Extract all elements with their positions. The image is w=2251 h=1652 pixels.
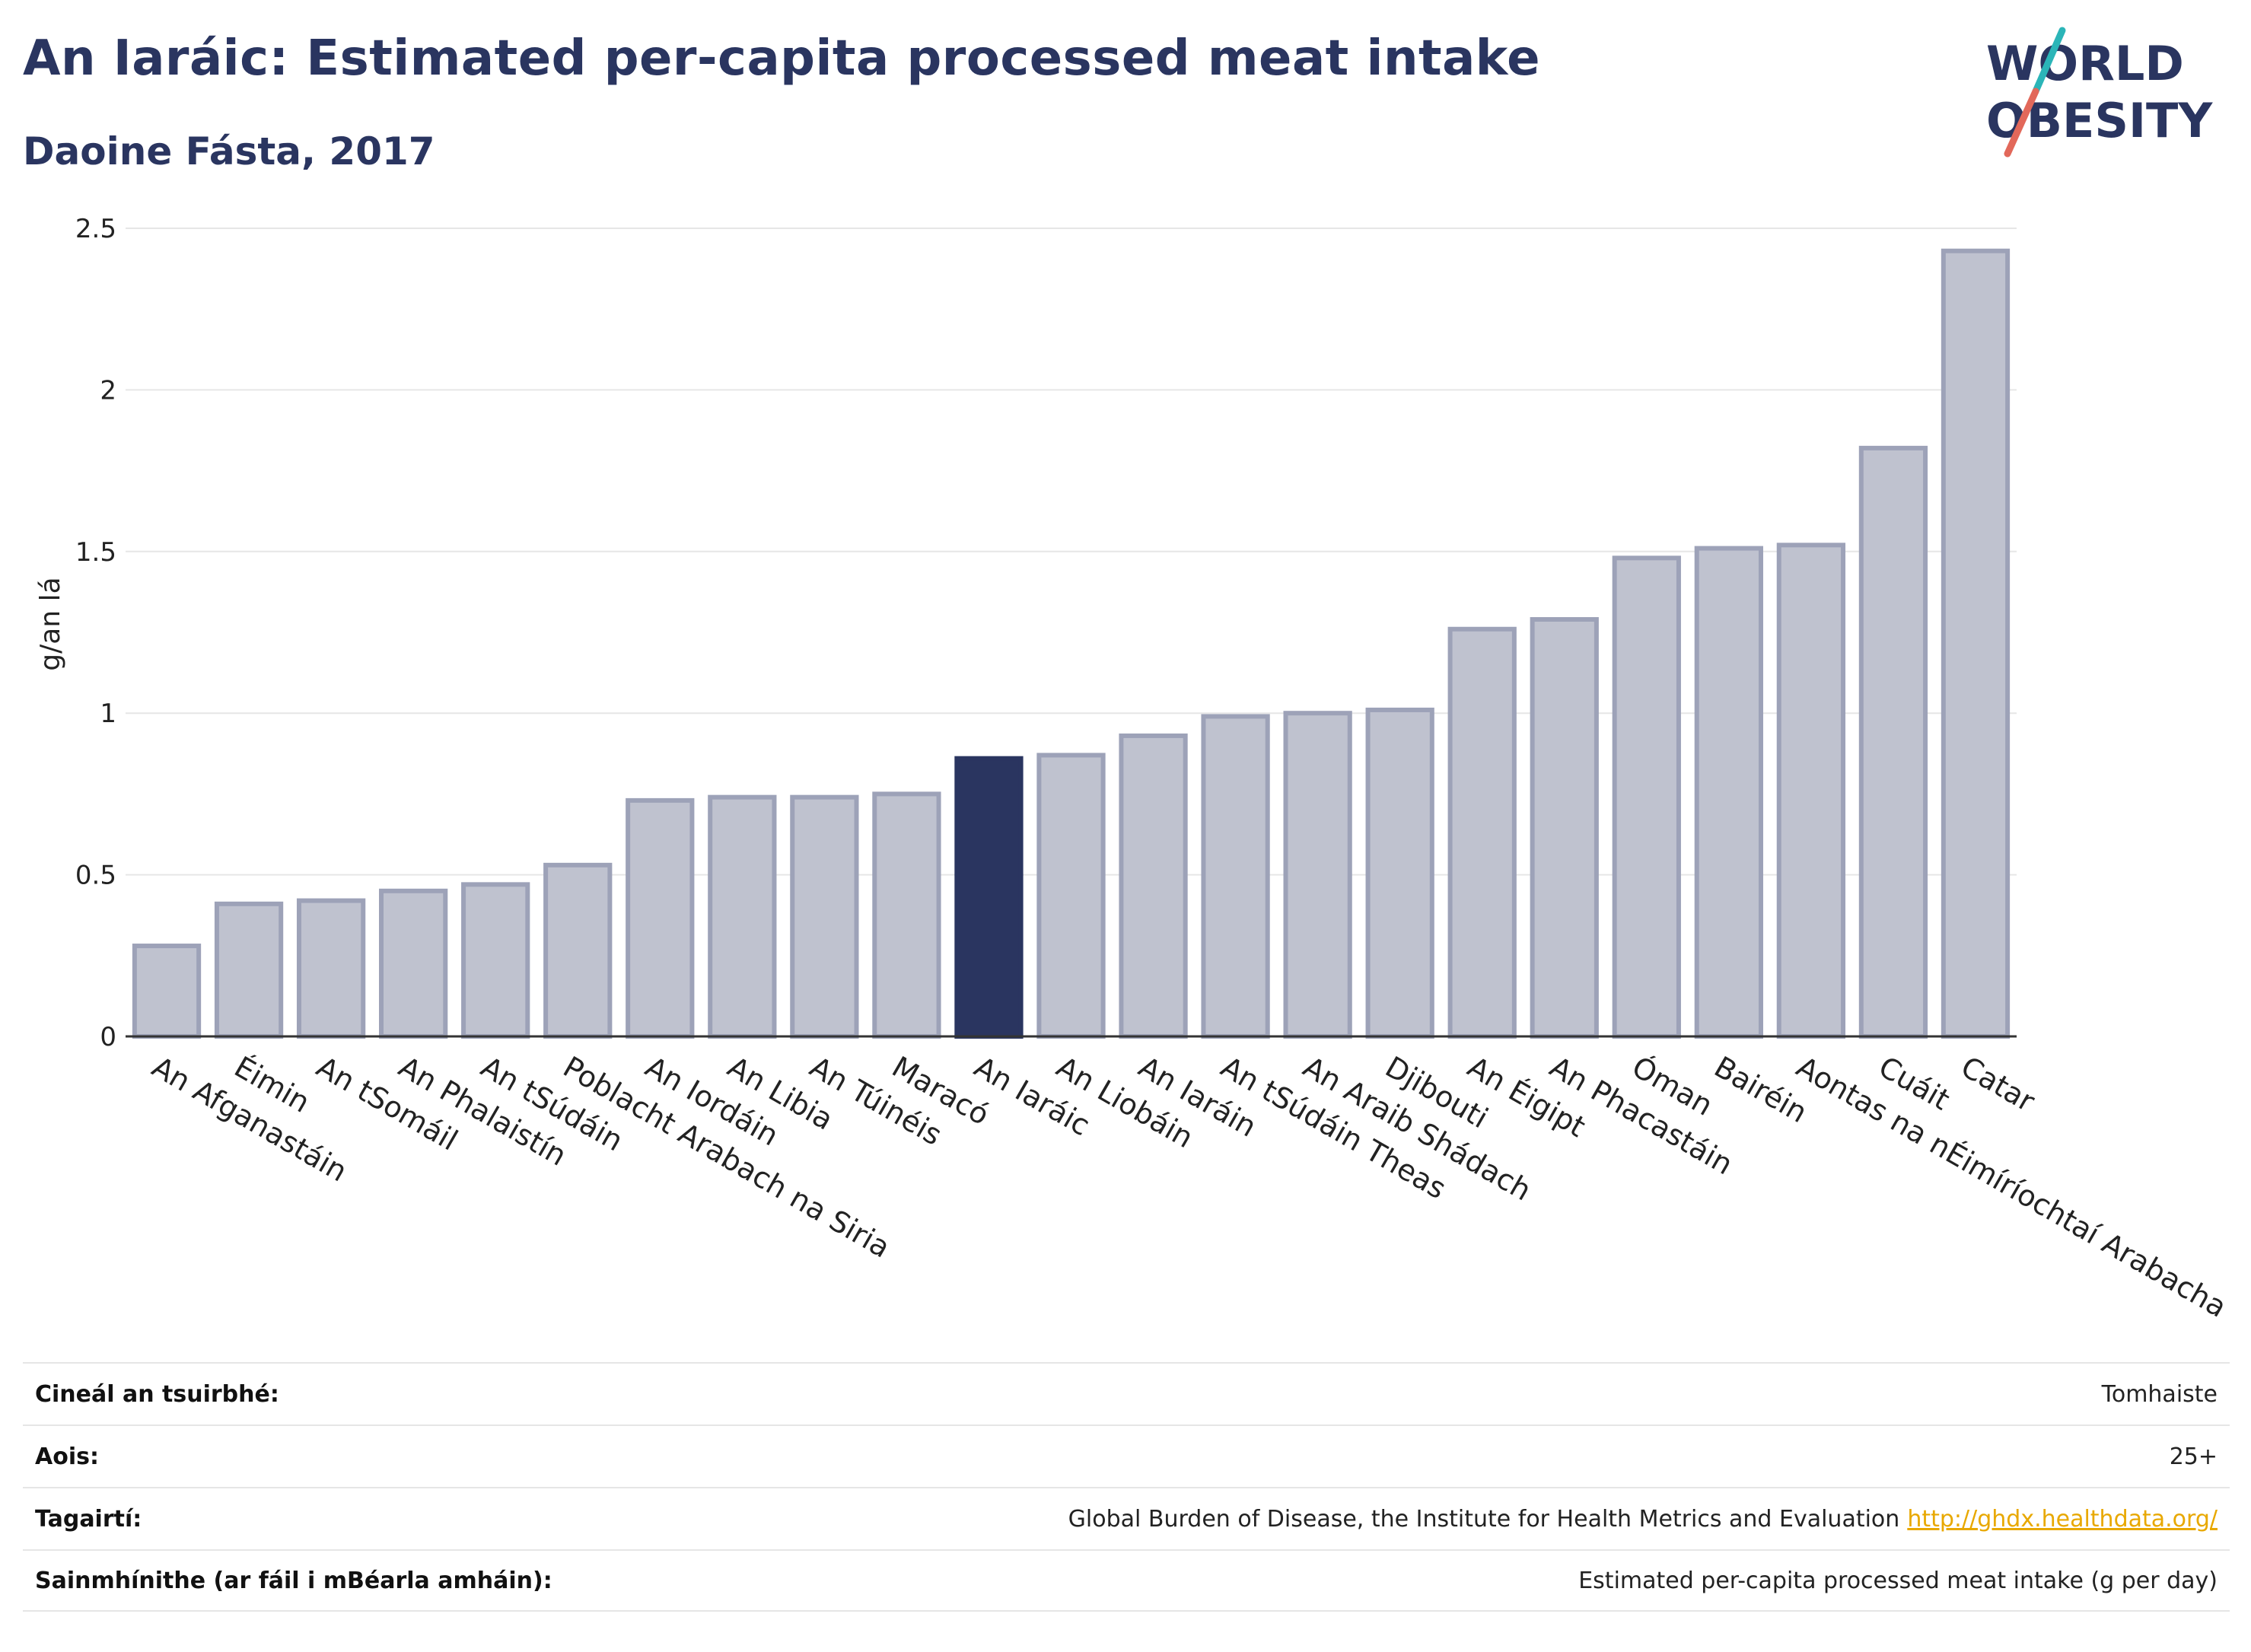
y-tick-label: 1	[100, 699, 116, 729]
bar-highlighted	[954, 756, 1024, 1039]
info-table: Cineál an tsuirbhé: Tomhaiste Aois: 25+ …	[23, 1362, 2230, 1612]
info-row-age: Aois: 25+	[23, 1424, 2230, 1487]
bar	[1694, 546, 1763, 1039]
y-axis-title: g/an lá	[35, 577, 66, 670]
y-tick-label: 1.5	[75, 537, 116, 568]
info-row-references: Tagairtí: Global Burden of Disease, the …	[23, 1487, 2230, 1549]
logo-line1: WORLD	[1986, 36, 2184, 91]
info-label: Tagairtí:	[35, 1505, 142, 1533]
bar	[790, 794, 859, 1039]
bar	[543, 862, 613, 1039]
bar	[1858, 445, 1928, 1039]
bar	[626, 797, 695, 1039]
bar	[1941, 248, 2011, 1039]
bar	[1036, 753, 1106, 1039]
info-label: Sainmhínithe (ar fáil i mBéarla amháin):	[35, 1567, 552, 1594]
info-label: Cineál an tsuirbhé:	[35, 1380, 279, 1408]
info-label: Aois:	[35, 1443, 99, 1470]
bar	[1201, 714, 1270, 1039]
chart-title: An Iaráic: Estimated per-capita processe…	[23, 30, 1541, 87]
y-tick-label: 2.5	[75, 214, 116, 244]
x-tick-label: Bairéin	[1708, 1050, 1813, 1129]
y-tick-label: 0	[100, 1022, 116, 1052]
bar	[1447, 626, 1517, 1039]
bar	[296, 898, 366, 1039]
reference-link[interactable]: http://ghdx.healthdata.org/	[1907, 1505, 2218, 1533]
logo-slash-bottom	[2004, 88, 2039, 158]
y-tick-label: 0.5	[75, 861, 116, 891]
bar	[1530, 617, 1599, 1039]
info-row-survey-type: Cineál an tsuirbhé: Tomhaiste	[23, 1362, 2230, 1424]
bar	[708, 794, 777, 1039]
y-tick-label: 2	[100, 375, 116, 406]
chart-subtitle: Daoine Fásta, 2017	[23, 129, 435, 173]
x-tick-label: Catar	[1955, 1050, 2040, 1119]
logo-slash-top	[2032, 27, 2066, 95]
bar	[1365, 707, 1434, 1039]
bar	[461, 882, 530, 1039]
world-obesity-logo: WORLD OBESITY	[1986, 27, 2213, 158]
info-value: 25+	[2169, 1443, 2218, 1470]
bar	[1119, 733, 1188, 1039]
info-row-definitions: Sainmhínithe (ar fáil i mBéarla amháin):…	[23, 1549, 2230, 1612]
bar	[1283, 711, 1352, 1039]
info-value: Tomhaiste	[2101, 1380, 2218, 1408]
bar	[1612, 555, 1681, 1039]
reference-text: Global Burden of Disease, the Institute …	[1068, 1505, 1900, 1533]
bar	[132, 944, 202, 1039]
info-value: Estimated per-capita processed meat inta…	[1578, 1567, 2218, 1594]
bars	[132, 248, 2011, 1039]
info-value: Global Burden of Disease, the Institute …	[1068, 1506, 2218, 1533]
bar	[1776, 543, 1846, 1039]
bar	[872, 791, 941, 1039]
y-tick-labels: 0 0.5 1 1.5 2 2.5	[75, 214, 116, 1052]
bar	[379, 888, 448, 1039]
bar	[214, 901, 284, 1039]
